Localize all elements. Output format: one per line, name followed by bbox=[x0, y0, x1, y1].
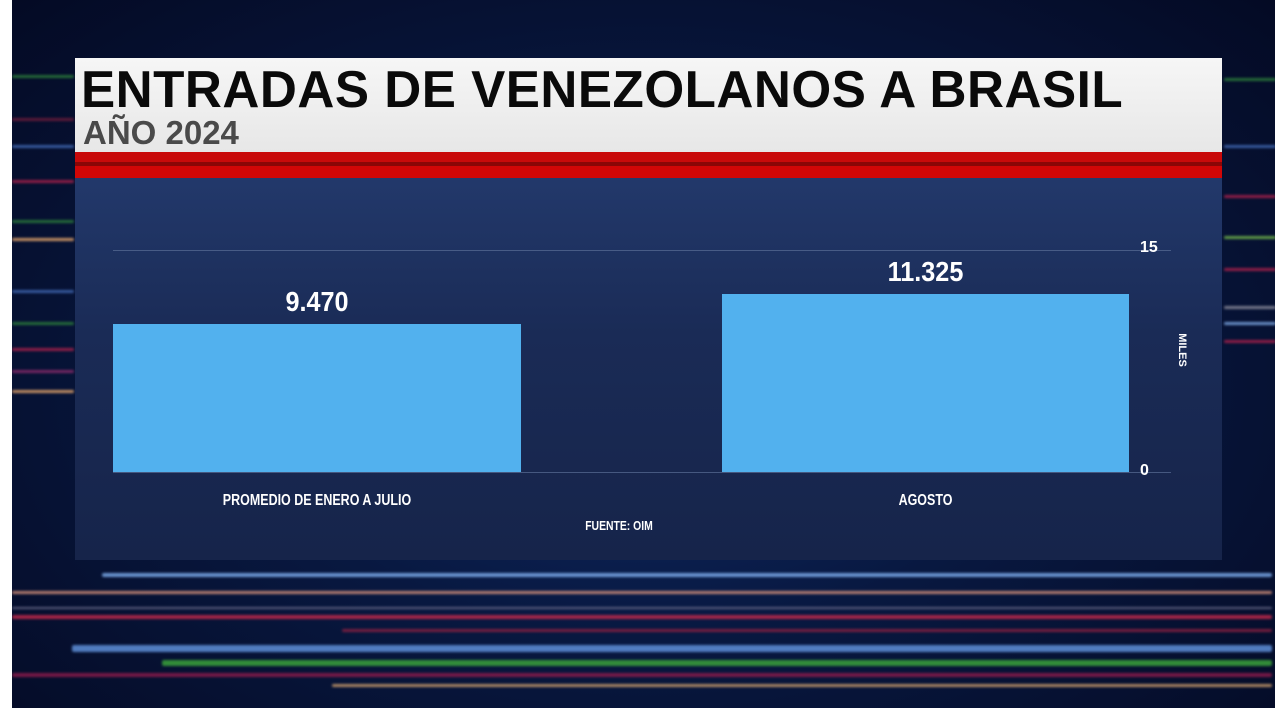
title-band: ENTRADAS DE VENEZOLANOS A BRASIL AÑO 202… bbox=[75, 58, 1222, 152]
decor-streak bbox=[1224, 78, 1275, 81]
accent-stripe bbox=[75, 152, 1222, 162]
bar-promedio-enero-julio bbox=[113, 324, 521, 472]
decor-streak bbox=[12, 673, 1272, 677]
decor-streak bbox=[12, 390, 74, 393]
decor-streak bbox=[12, 591, 1272, 594]
decor-streak bbox=[12, 615, 1272, 619]
decor-streak bbox=[1224, 236, 1275, 239]
y-axis-title: MILES bbox=[1175, 333, 1188, 367]
decor-streak bbox=[12, 290, 74, 293]
decor-streak bbox=[12, 145, 74, 148]
decor-streak bbox=[12, 118, 74, 121]
baseline-0 bbox=[113, 472, 1171, 473]
bar-value-label: 11.325 bbox=[887, 256, 964, 287]
decor-streak bbox=[102, 573, 1272, 577]
decor-streak bbox=[1224, 340, 1275, 343]
decor-streak bbox=[342, 629, 1272, 632]
gridline-15 bbox=[113, 250, 1171, 251]
decor-streak bbox=[162, 660, 1272, 666]
chart-subtitle: AÑO 2024 bbox=[83, 114, 239, 151]
decor-streak bbox=[12, 238, 74, 241]
decor-streak bbox=[12, 370, 74, 373]
y-tick-0: 0 bbox=[1140, 462, 1149, 479]
category-label: AGOSTO bbox=[898, 492, 953, 509]
decor-streak bbox=[12, 607, 1272, 609]
decor-streak bbox=[12, 348, 74, 351]
chart-panel: ENTRADAS DE VENEZOLANOS A BRASIL AÑO 202… bbox=[75, 58, 1222, 560]
decor-streak bbox=[72, 645, 1272, 652]
decor-streak bbox=[12, 180, 74, 183]
decor-streak bbox=[12, 322, 74, 325]
accent-stripe bbox=[75, 166, 1222, 178]
y-tick-15: 15 bbox=[1140, 239, 1158, 256]
chart-title: ENTRADAS DE VENEZOLANOS A BRASIL bbox=[81, 61, 1124, 119]
bar-value-label: 9.470 bbox=[285, 286, 349, 317]
decor-streak bbox=[332, 684, 1272, 687]
decor-streak bbox=[1224, 322, 1275, 325]
source-note: FUENTE: OIM bbox=[585, 518, 653, 533]
decor-streak bbox=[12, 220, 74, 223]
bar-agosto bbox=[722, 294, 1129, 472]
decor-streak bbox=[1224, 195, 1275, 198]
decor-streak bbox=[12, 75, 74, 78]
decor-streak bbox=[1224, 145, 1275, 148]
accent-stripe-gap bbox=[75, 162, 1222, 166]
decor-streak bbox=[1224, 268, 1275, 271]
category-label: PROMEDIO DE ENERO A JULIO bbox=[222, 492, 412, 509]
decor-streak bbox=[1224, 306, 1275, 309]
